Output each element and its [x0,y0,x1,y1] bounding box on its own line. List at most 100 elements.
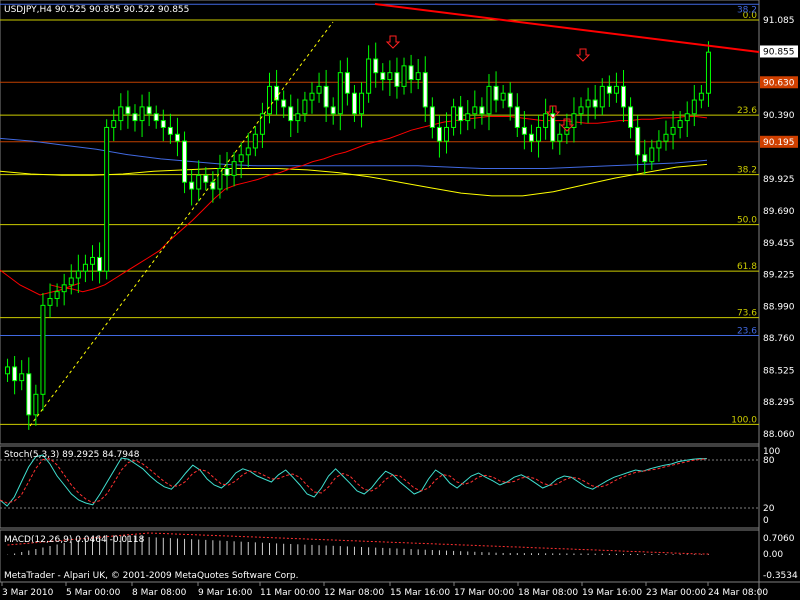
candle-body [33,393,39,416]
candle-body [90,256,95,265]
candle [663,120,669,151]
candle [670,111,676,150]
candle-body [436,126,442,142]
fib-label-2: 38.2 [737,166,757,176]
time-label-9: 19 Mar 16:00 [582,588,642,598]
candle [231,152,237,187]
candle-body [415,72,421,81]
candle [649,139,655,170]
candle [288,94,294,138]
candle-body [458,106,464,122]
candle [189,169,195,206]
candle [514,93,520,138]
candle [380,63,386,91]
candle-body [146,106,152,115]
candle-body [486,85,492,115]
candle [160,109,166,142]
candle-body [472,106,478,115]
candle [316,72,322,103]
arrows-layer [385,35,591,132]
resistance-trend-line[interactable] [374,3,760,53]
candle [465,100,471,131]
candle-body [330,106,336,115]
candle-body [323,85,329,108]
price-tick-5: 89.925 [763,175,795,185]
candle-body [394,72,400,87]
candle-body [302,99,308,115]
time-label-8: 18 Mar 08:00 [518,588,578,598]
candle [472,90,478,129]
candle-body [606,85,612,94]
candle [373,42,379,88]
candle [295,98,301,133]
candle-body [19,373,25,382]
candle-body [557,133,563,142]
candle [528,124,534,153]
time-axis: 3 Mar 2010 5 Mar 00:00 8 Mar 08:00 9 Mar 16… [1,582,768,598]
extra-level-label-1: 23.6 [737,326,757,336]
candle-body [705,51,711,94]
candle-body [203,174,209,183]
candle-body [40,304,46,395]
candle [422,56,428,122]
ma-red-early [0,269,81,296]
candle-body [267,85,272,115]
candle [451,98,457,136]
candle-body [373,58,379,74]
candle [90,245,95,281]
candle-body [160,120,166,128]
candle [698,85,704,109]
candle [578,97,584,125]
time-label-7: 17 Mar 00:00 [454,588,514,598]
candle [61,273,67,306]
fib-label-0: 0.0 [743,11,758,21]
candle [486,74,492,131]
macd-level-label-top: 0.7060 [763,534,795,544]
candle-body [528,133,534,142]
time-label-0: 3 Mar 2010 [2,588,54,598]
candle-body [500,92,506,101]
candle-body [366,58,372,94]
candle [267,72,272,124]
candle [705,41,711,107]
candle-body [344,72,350,94]
fib-trend-line[interactable] [29,21,334,427]
candle-body [68,277,74,286]
candle [684,101,690,138]
candle [444,112,449,154]
candle-body [125,106,131,115]
candle [323,69,329,122]
candle [458,95,464,135]
candle-body [550,113,556,142]
candle [245,132,251,168]
candle [118,93,124,131]
time-label-3: 9 Mar 16:00 [198,588,253,598]
candle [691,85,697,127]
candle-body [82,263,88,272]
candle-body [153,113,159,122]
fib-label-5: 73.6 [737,309,757,319]
candle [436,115,442,158]
candle [351,85,357,122]
fib-label-3: 50.0 [737,216,757,226]
time-label-2: 8 Mar 08:00 [132,588,187,598]
candle-body [684,113,690,122]
candle [182,131,188,194]
candle-body [54,291,60,300]
candle-body [61,284,67,293]
candle-body [182,140,188,183]
price-tag-bg [760,45,798,58]
candle [196,160,202,202]
candle [40,293,46,411]
candle [557,123,563,155]
price-tick-7: 89.455 [763,239,795,249]
candle-body [12,366,18,382]
price-tag-1: 90.855 [763,47,795,57]
candle [401,57,407,95]
candle [224,152,230,191]
candle-body [174,133,180,142]
price-tick-6: 89.690 [763,207,795,217]
candle [550,105,556,150]
candle [274,69,280,116]
